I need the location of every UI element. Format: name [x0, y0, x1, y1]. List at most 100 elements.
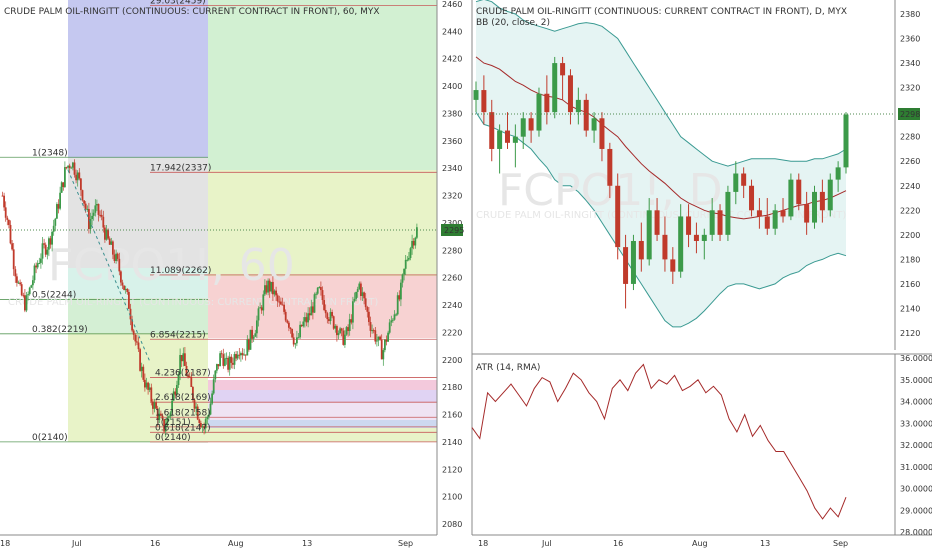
left-candle — [148, 387, 151, 390]
right-candle — [560, 63, 566, 76]
left-candle — [121, 282, 124, 286]
left-candle — [307, 313, 309, 323]
fib-zone-yellowgreen — [208, 170, 437, 276]
right-y-tick: 2120 — [900, 329, 920, 338]
right-time-label-3: Aug — [692, 539, 708, 548]
left-watermark: FCPO1!, 60 — [48, 240, 295, 291]
left-candle — [75, 174, 77, 181]
left-time-label-5: Sep — [398, 539, 413, 548]
left-candle — [140, 366, 143, 371]
left-price-axis[interactable]: 2080 2100 2120 2140 2160 2180 2200 2220 2240 2260… — [0, 0, 464, 535]
left-candle — [388, 322, 391, 333]
atr-axis[interactable]: 28.0000 29.0000 30.0000 31.0000 32.0000 33.00… — [900, 354, 932, 537]
left-candle — [59, 192, 61, 209]
left-candle — [308, 313, 311, 316]
left-watermark-sub: CRUDE PALM OIL-RINGITT (CONTINUOUS: CURR… — [8, 297, 378, 308]
left-candle — [276, 295, 279, 302]
right-price-axis[interactable]: 2120214021602180220022202240226022802300… — [894, 0, 920, 350]
left-y-tick: 2440 — [442, 27, 462, 36]
left-candle — [294, 343, 297, 345]
right-candle — [812, 191, 818, 223]
left-candle — [408, 258, 410, 260]
atr-y-tick: 36.0000 — [900, 354, 932, 363]
left-candle — [201, 426, 204, 428]
right-candle — [733, 173, 739, 192]
left-candle — [166, 417, 169, 426]
atr-indicator-label: ATR (14, RMA) — [476, 363, 540, 373]
right-candle — [552, 63, 558, 113]
left-candle — [22, 295, 25, 297]
left-candle — [264, 285, 266, 295]
left-candle — [208, 414, 210, 417]
left-candle — [230, 356, 233, 363]
left-candle — [17, 282, 20, 284]
left-candle — [70, 167, 73, 169]
left-candle — [400, 282, 402, 300]
left-candle — [216, 364, 218, 371]
left-candle — [116, 253, 119, 259]
left-candle — [214, 370, 217, 380]
fib-level-label: 4.236(2187) — [155, 369, 211, 379]
right-candle — [835, 167, 841, 180]
left-y-tick: 2300 — [442, 219, 462, 228]
left-candle — [334, 326, 337, 329]
left-y-tick: 2140 — [442, 438, 462, 447]
bollinger-lower-band — [475, 111, 847, 328]
left-candle — [233, 354, 236, 365]
fib-retracement-green — [68, 298, 208, 333]
left-candle — [304, 317, 306, 322]
right-candle — [693, 234, 699, 241]
fib-retracement-gray — [68, 158, 208, 268]
left-candle — [102, 216, 105, 228]
left-candle — [390, 320, 393, 323]
left-y-tick: 2380 — [442, 109, 462, 118]
left-candle — [35, 265, 37, 268]
left-candle — [248, 339, 250, 350]
left-candle — [187, 375, 189, 377]
left-candle — [123, 285, 125, 290]
left-candle — [6, 217, 9, 220]
left-candle — [190, 376, 193, 387]
left-candle — [180, 355, 183, 362]
left-candle — [84, 203, 87, 210]
left-time-axis[interactable]: 18 Jul 16 Aug 13 Sep — [0, 534, 437, 548]
right-candle — [520, 118, 526, 137]
right-candle — [497, 130, 503, 149]
atr-y-tick: 30.0000 — [900, 485, 932, 494]
left-candle — [331, 311, 333, 317]
left-candle — [200, 423, 202, 428]
atr-pane: ATR (14, RMA) 28.0000 29.0000 30.0000 31.00… — [471, 353, 932, 537]
right-candle — [843, 114, 849, 168]
left-candle — [305, 317, 308, 323]
right-time-label-4: 13 — [760, 539, 770, 548]
left-y-tick: 2200 — [442, 356, 462, 365]
left-candle — [3, 195, 5, 208]
left-candle — [134, 334, 137, 342]
left-candle — [345, 327, 348, 335]
left-candle — [358, 283, 361, 290]
right-candle — [788, 179, 794, 217]
left-candle — [342, 330, 345, 345]
right-time-axis[interactable]: 18 Jul 16 Aug 13 Sep — [472, 534, 932, 548]
left-candle — [348, 319, 351, 331]
fib-zone-green-top — [208, 0, 437, 170]
left-candle — [185, 365, 188, 376]
left-candle — [313, 294, 316, 313]
left-candle — [256, 320, 258, 334]
left-candle — [203, 426, 205, 429]
left-candle — [27, 294, 29, 296]
left-candle — [160, 413, 162, 416]
right-candle — [717, 210, 723, 235]
left-candle — [352, 301, 354, 323]
left-candle — [145, 382, 148, 388]
left-candle — [289, 327, 292, 329]
left-candle — [184, 353, 186, 366]
left-candle — [150, 387, 153, 402]
left-candle — [217, 364, 220, 367]
left-y-tick: 2280 — [442, 246, 462, 255]
left-candle — [251, 329, 253, 339]
left-candle — [139, 349, 141, 371]
fib-level-label: 6.854(2215) — [150, 330, 206, 340]
